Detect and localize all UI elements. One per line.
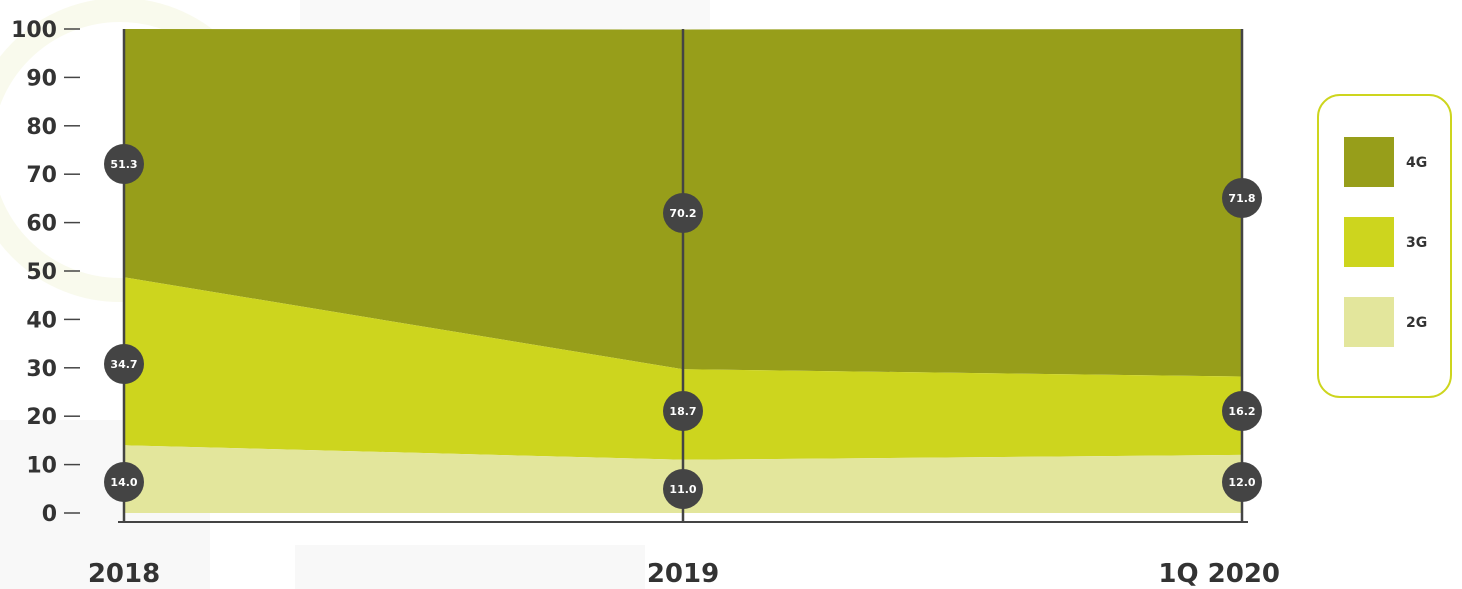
data-label-value: 18.7: [669, 405, 696, 418]
x-tick-label: 2019: [647, 559, 719, 589]
y-tick-label: 70: [26, 163, 57, 188]
data-label-bubble: [104, 344, 144, 384]
x-tick-label: 2018: [88, 559, 160, 589]
data-label-value: 34.7: [110, 358, 137, 371]
data-label-4g: 71.8: [1222, 178, 1262, 218]
legend-swatch: [1344, 217, 1394, 267]
y-tick-label: 30: [26, 357, 57, 382]
legend-swatch: [1344, 137, 1394, 187]
data-label-bubble: [1222, 178, 1262, 218]
data-label-2g: 11.0: [663, 469, 703, 509]
data-label-bubble: [104, 144, 144, 184]
y-tick-label: 100: [11, 18, 57, 43]
data-label-3g: 34.7: [104, 344, 144, 384]
y-tick-label: 40: [26, 308, 57, 333]
axes-layer: 0 10 20 30 40 50 60 70 80 90 100 2018 2019 1Q 2020: [11, 18, 1280, 589]
y-tick-label: 0: [42, 502, 57, 527]
data-label-value: 71.8: [1228, 192, 1255, 205]
data-label-bubble: [663, 193, 703, 233]
watermark-block: [300, 0, 710, 30]
legend-label: 3G: [1406, 235, 1427, 251]
data-label-value: 14.0: [110, 476, 137, 489]
data-label-bubble: [1222, 462, 1262, 502]
y-tick-label: 10: [26, 454, 57, 479]
data-label-2g: 14.0: [104, 462, 144, 502]
data-label-3g: 18.7: [663, 391, 703, 431]
y-tick-label: 20: [26, 405, 57, 430]
y-tick-label: 60: [26, 212, 57, 237]
data-label-bubble: [663, 469, 703, 509]
watermark-block: [295, 545, 645, 589]
y-tick-label: 90: [26, 66, 57, 91]
data-label-bubble: [663, 391, 703, 431]
legend-item-3g: 3G: [1344, 217, 1427, 267]
data-label-value: 51.3: [110, 158, 137, 171]
legend-label: 4G: [1406, 155, 1427, 171]
legend-swatch: [1344, 297, 1394, 347]
legend: 4G 3G 2G: [1317, 94, 1452, 398]
legend-item-4g: 4G: [1344, 137, 1427, 187]
y-tick-label: 80: [26, 115, 57, 140]
area-3g: [124, 277, 1242, 460]
x-tick-label: 1Q 2020: [1158, 559, 1280, 589]
y-tick-label: 50: [26, 260, 57, 285]
data-label-value: 11.0: [669, 483, 696, 496]
data-label-bubble: [1222, 391, 1262, 431]
data-label-2g: 12.0: [1222, 462, 1262, 502]
legend-label: 2G: [1406, 315, 1427, 331]
data-label-3g: 16.2: [1222, 391, 1262, 431]
data-label-bubble: [104, 462, 144, 502]
data-label-4g: 51.3: [104, 144, 144, 184]
data-label-value: 70.2: [669, 207, 696, 220]
data-label-value: 16.2: [1228, 405, 1255, 418]
data-label-layer: 14.0 11.0 12.0 34.7 18.7 16.2 51.3 70.2 71.8: [104, 144, 1262, 509]
data-label-value: 12.0: [1228, 476, 1255, 489]
legend-item-2g: 2G: [1344, 297, 1427, 347]
data-label-4g: 70.2: [663, 193, 703, 233]
